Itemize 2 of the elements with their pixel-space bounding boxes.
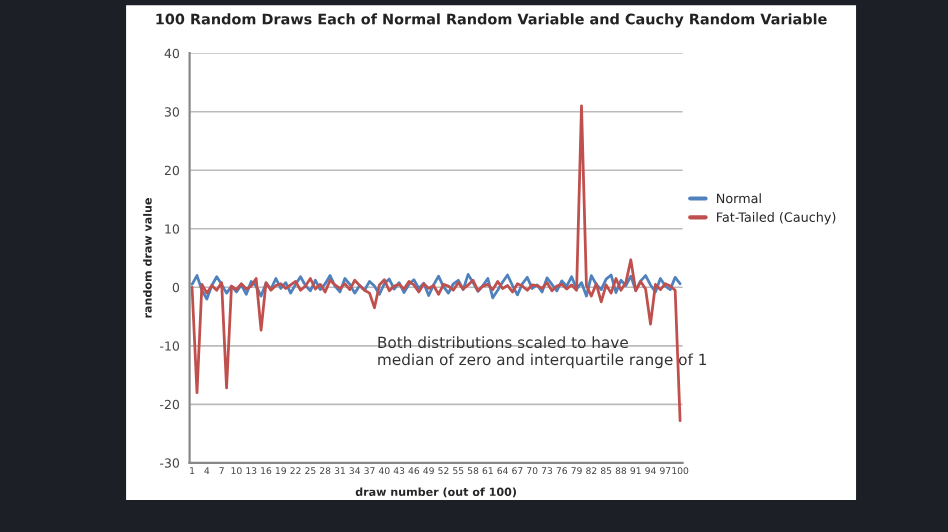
- line-series: [190, 104, 682, 423]
- line-series: [190, 273, 682, 301]
